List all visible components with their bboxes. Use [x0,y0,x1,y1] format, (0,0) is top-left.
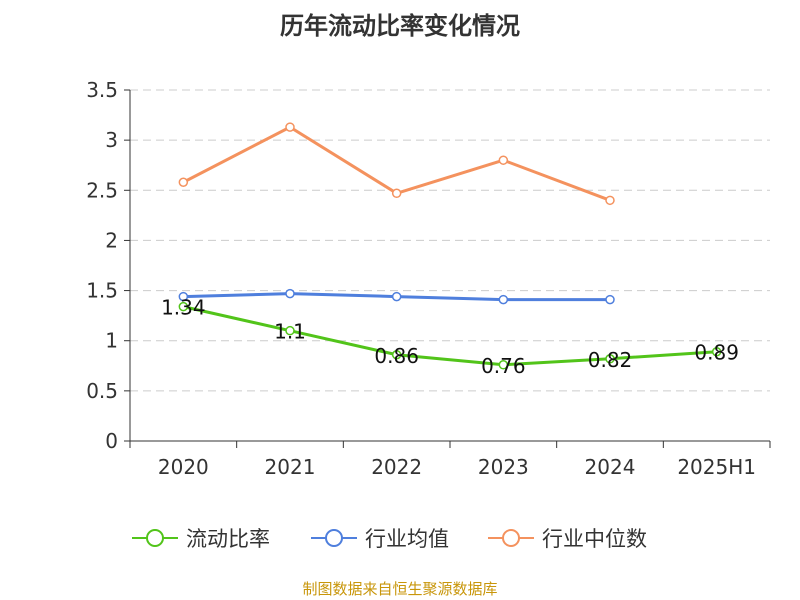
data-label: 0.86 [374,344,419,368]
data-point [178,177,189,188]
series-line [183,305,717,367]
y-tick-label: 2.5 [86,178,118,202]
data-labels: 1.34 1.1 0.86 0.76 0.82 0.89 [161,296,739,378]
data-label: 0.76 [481,354,526,378]
y-tick-label: 3 [105,128,118,152]
data-point [498,360,509,370]
data-label: 1.1 [274,320,306,344]
legend-label: 流动比率 [186,527,270,551]
data-point [285,122,295,132]
axes: 0 0.5 1 1.5 2 2.5 3 3.5 2020 2021 2022 2023 2024 2025… [86,78,771,479]
data-point [498,155,509,165]
legend-label: 行业中位数 [542,527,647,551]
source-note: 制图数据来自恒生聚源数据库 [302,580,498,598]
data-point [498,294,509,305]
data-point [711,346,722,357]
legend-industry-mean-icon [311,529,357,547]
data-point [285,288,295,299]
legend-marker [146,529,164,547]
data-label: 1.34 [161,296,206,320]
x-tick-label: 2025H1 [677,455,756,479]
gridlines [130,89,770,392]
legend-marker [325,529,343,547]
legend-item-industry-median[interactable]: 行业中位数 [488,520,647,556]
data-point [605,195,615,206]
legend-label: 行业均值 [365,527,449,551]
data-point [605,354,615,364]
series-layer [178,122,722,370]
data-point [285,325,295,336]
data-point [178,291,189,302]
y-tick-label: 0.5 [86,379,118,403]
legend-item-current-ratio[interactable]: 流动比率 [132,520,270,556]
x-tick-label: 2023 [478,455,529,479]
x-tick-label: 2021 [265,455,316,479]
legend-current-ratio-icon [132,529,178,547]
data-point [178,301,189,312]
x-tick-label: 2020 [158,455,209,479]
y-tick-label: 1 [105,329,118,353]
chart-title: 历年流动比率变化情况 [280,12,520,40]
y-tick-label: 0 [105,429,118,453]
legend: 流动比率 行业均值 行业中位数 [0,520,800,556]
data-label: 0.82 [588,348,633,372]
data-label: 0.89 [694,341,739,365]
data-point [391,291,402,302]
x-tick-label: 2024 [585,455,636,479]
legend-marker [502,529,520,547]
y-tick-label: 1.5 [86,279,118,303]
data-point [391,350,402,360]
data-point [391,188,402,199]
legend-item-industry-mean[interactable]: 行业均值 [311,520,449,556]
data-point [605,294,615,305]
legend-industry-median-icon [488,529,534,547]
x-tick-label: 2022 [371,455,422,479]
y-tick-label: 3.5 [86,78,118,102]
y-tick-label: 2 [105,228,118,252]
